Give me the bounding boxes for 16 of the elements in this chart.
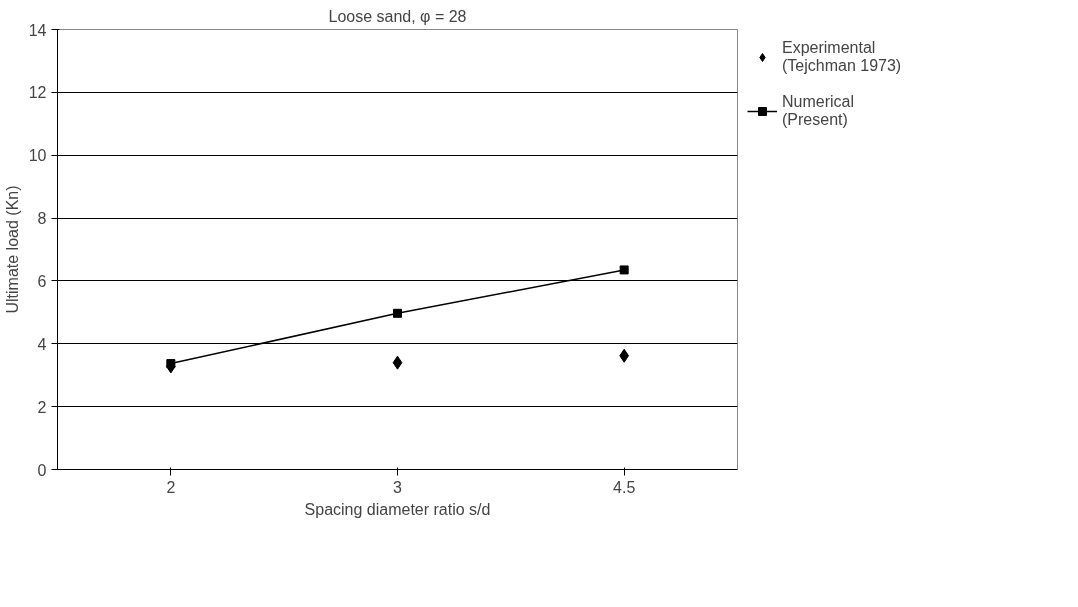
- chart-title: Loose sand, φ = 28: [328, 7, 467, 25]
- y-tick-label: 12: [28, 84, 47, 102]
- legend-label: Numerical (Present): [782, 93, 855, 129]
- x-tick-label: 3: [393, 478, 403, 496]
- y-axis-title: Ultimate load (Kn): [3, 185, 21, 314]
- y-tick-label: 14: [28, 21, 47, 39]
- x-tick-label: 4.5: [613, 478, 636, 496]
- y-tick-label: 6: [37, 272, 47, 290]
- x-axis-title: Spacing diameter ratio s/d: [304, 500, 491, 518]
- y-tick-label: 10: [28, 147, 47, 165]
- legend-label: Experimental (Tejchman 1973): [782, 39, 902, 75]
- y-tick-label: 4: [37, 335, 47, 353]
- y-tick-label: 2: [37, 398, 47, 416]
- y-tick-label: 8: [37, 210, 47, 228]
- x-tick-label: 2: [166, 478, 176, 496]
- y-tick-label: 0: [37, 461, 47, 479]
